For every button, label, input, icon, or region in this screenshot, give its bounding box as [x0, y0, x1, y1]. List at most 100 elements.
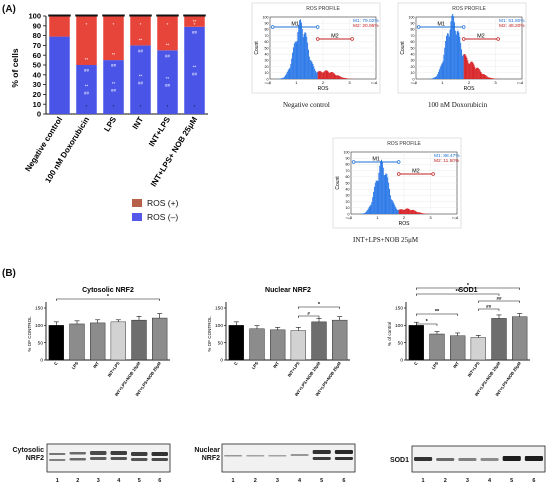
histogram-bin [320, 71, 322, 79]
sig-mark: ** [139, 74, 143, 79]
blot-band [49, 453, 66, 455]
histogram-bin [305, 33, 307, 79]
histogram-bin [400, 209, 402, 214]
histogram-bin [414, 210, 416, 214]
histogram-x-tick-label: 3 [429, 215, 432, 220]
histogram-x-tick-label: 1 [441, 80, 444, 85]
histogram-bin [292, 47, 294, 79]
sig-mark: ** [85, 57, 89, 62]
bar-chart-title: Cytosolic NRF2 [82, 287, 134, 294]
significance-bracket [416, 287, 520, 290]
histogram-bin [397, 209, 399, 214]
histogram-bin [404, 209, 406, 214]
bar-y-tick-label: 50 [218, 340, 224, 346]
histogram-bin [366, 210, 368, 214]
significance-bracket [416, 323, 438, 326]
histogram-bin [342, 77, 344, 79]
histogram-bin [363, 213, 365, 214]
histogram-bin [482, 73, 484, 79]
significance-bracket [298, 306, 340, 309]
sig-mark: * [140, 22, 142, 27]
blot-label-nuclear-nrf2: Nuclear NRF2 [194, 447, 220, 462]
gate-m2-stat: M2: 11.50% [434, 158, 460, 164]
histogram-y-tick-label: 40 [265, 53, 269, 57]
sig-mark: * [194, 22, 196, 27]
histogram-bin [362, 213, 364, 214]
histogram-bin [381, 159, 383, 214]
histogram-x-tick-label: 1 [376, 215, 379, 220]
histogram-y-tick-label: 50 [346, 181, 350, 185]
gate-m1-start-marker [270, 25, 275, 29]
bar-y-tick-label: 50 [38, 340, 44, 346]
histogram-xlabel: ROS [399, 221, 411, 227]
bar-x-tick-label: C [233, 361, 239, 366]
blot-band [131, 458, 148, 461]
significance-mark: * [426, 319, 429, 325]
histogram-bin [395, 207, 397, 214]
histogram-bin [372, 197, 374, 214]
histogram-caption-doxorubicin: 100 nM Doxorubicin [428, 101, 488, 109]
histogram-bin [411, 209, 413, 214]
blot-band [224, 455, 243, 457]
histogram-bin [329, 72, 331, 79]
histogram-bin [335, 75, 337, 79]
histogram-bin [384, 174, 386, 214]
histogram-bin [331, 72, 333, 79]
histogram-bin [316, 71, 318, 79]
histogram-pos-label: Pos. [517, 81, 523, 85]
histogram-bin [376, 180, 378, 214]
bar [429, 333, 445, 361]
histogram-bin [365, 212, 367, 214]
bar [470, 337, 486, 361]
sig-mark: * [86, 104, 88, 109]
bar [48, 325, 64, 361]
bar [152, 317, 168, 361]
blot-band [334, 450, 353, 454]
histogram-bin [491, 77, 493, 79]
histogram-bin [459, 36, 461, 79]
histogram-y-tick-label: 70 [411, 34, 415, 38]
histogram-y-tick-label: 40 [411, 53, 415, 57]
histogram-bin [442, 61, 444, 79]
histogram-bin [393, 203, 395, 214]
histogram-bin [292, 52, 294, 79]
histogram-bin [283, 77, 285, 79]
histogram-x-tick-label: 3 [494, 80, 497, 85]
histogram-bin [464, 54, 466, 79]
histogram-bin [456, 31, 458, 79]
significance-bracket [478, 300, 520, 303]
histogram-bin [339, 76, 341, 79]
histogram-bin [285, 73, 287, 79]
significance-mark: ## [486, 304, 492, 309]
histogram-bin [491, 78, 493, 79]
histogram-bin [471, 61, 473, 79]
stacked-y-tick-label: 90 [33, 21, 41, 30]
lane-number: 6 [342, 478, 346, 484]
histogram-bin [321, 71, 323, 79]
lane-number: 1 [421, 478, 425, 484]
histogram-bin [299, 20, 301, 79]
lane-number: 5 [320, 478, 324, 484]
histogram-bin [478, 68, 480, 79]
bar-y-tick-label: 150 [35, 306, 43, 312]
sig-mark: ## [111, 63, 117, 68]
bar [69, 323, 85, 361]
histogram-x-tick-label: 4 [521, 80, 524, 85]
stacked-x-tick-label: INT+LPS+ NOB 25μM [149, 115, 199, 188]
stacked-x-tick-label: INT [131, 115, 146, 131]
histogram-bin [373, 186, 375, 214]
blot-band [49, 459, 66, 461]
lane-number: 6 [532, 478, 536, 484]
histogram-bin [324, 70, 326, 79]
histogram-bin [322, 72, 324, 79]
histogram-bin [375, 180, 377, 214]
blot-band [436, 458, 455, 461]
histogram-bin [333, 73, 335, 79]
significance-mark: # [307, 311, 310, 316]
histogram-y-tick-label: 30 [265, 59, 269, 63]
sig-mark: * [194, 104, 196, 109]
histogram-bin [422, 213, 424, 214]
bar-y-tick-label: 0 [40, 358, 43, 364]
